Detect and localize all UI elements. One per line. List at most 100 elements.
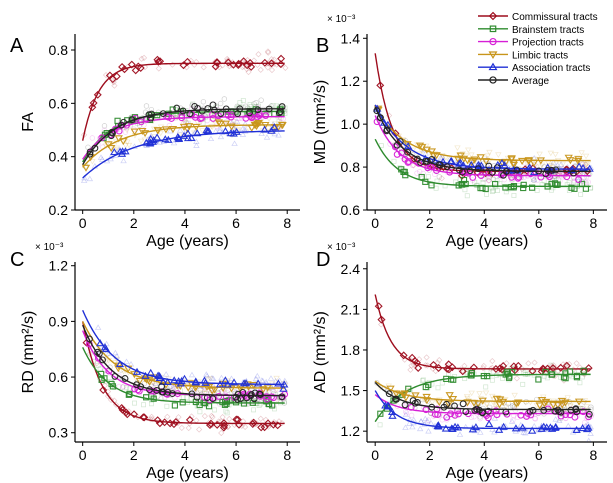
faint-point	[559, 161, 567, 168]
faint-point	[189, 395, 194, 401]
data-point	[481, 169, 490, 178]
faint-point	[253, 99, 259, 106]
data-point	[278, 393, 286, 401]
faint-point	[432, 367, 439, 375]
faint-point	[239, 115, 246, 122]
faint-point	[223, 408, 229, 414]
fit-curve	[82, 347, 285, 404]
data-point	[456, 152, 465, 160]
faint-point	[471, 427, 479, 434]
legend-marker	[488, 51, 498, 59]
data-point	[277, 54, 286, 63]
data-point	[205, 403, 213, 410]
data-point	[229, 378, 239, 386]
data-point	[176, 379, 186, 387]
faint-point	[193, 417, 200, 424]
faint-point	[209, 414, 216, 421]
legend-marker	[488, 11, 498, 21]
faint-point	[573, 360, 580, 367]
faint-point	[425, 174, 431, 180]
y-axis-label: FA	[20, 112, 37, 132]
legend-label: Brainstem tracts	[512, 25, 584, 36]
faint-point	[538, 162, 546, 169]
fit-curve	[82, 309, 285, 386]
faint-point	[496, 371, 502, 377]
faint-point	[247, 102, 253, 107]
faint-point	[429, 399, 436, 406]
faint-point	[164, 403, 170, 409]
data-point	[467, 160, 476, 168]
faint-point	[511, 193, 517, 198]
faint-point	[178, 424, 185, 432]
faint-point	[585, 179, 591, 185]
faint-point	[579, 405, 586, 412]
series-commissural-tracts	[374, 294, 593, 376]
data-point	[227, 123, 236, 131]
data-point	[552, 166, 560, 174]
faint-point	[245, 68, 252, 76]
data-point	[572, 425, 581, 433]
data-point	[526, 407, 534, 415]
faint-point	[247, 383, 255, 390]
data-point	[260, 58, 269, 67]
faint-point	[216, 125, 224, 131]
faint-point	[541, 178, 547, 184]
faint-point	[477, 415, 483, 422]
data-point	[544, 166, 551, 174]
faint-point	[511, 392, 518, 399]
faint-point	[221, 96, 228, 102]
x-tick-label: 2	[426, 447, 434, 463]
data-point	[219, 398, 226, 406]
faint-point	[456, 404, 462, 410]
data-point	[376, 81, 385, 90]
faint-point	[124, 385, 130, 391]
scale-note: × 10⁻³	[327, 14, 356, 25]
x-tick-label: 4	[480, 215, 488, 231]
faint-point	[176, 127, 184, 133]
data-point	[377, 114, 384, 122]
faint-point	[156, 139, 163, 145]
faint-point	[482, 390, 490, 397]
faint-point	[209, 124, 216, 131]
faint-point	[429, 365, 437, 372]
faint-point	[218, 429, 225, 437]
faint-point	[494, 178, 500, 184]
data-point	[249, 418, 258, 427]
faint-point	[464, 395, 471, 402]
faint-point	[255, 51, 262, 58]
data-point	[448, 363, 457, 372]
data-point	[253, 379, 263, 387]
faint-point	[224, 55, 231, 63]
data-point	[227, 385, 236, 393]
data-point	[584, 364, 593, 373]
faint-point	[233, 118, 241, 124]
faint-point	[193, 142, 200, 148]
faint-point	[500, 375, 505, 381]
data-point	[529, 184, 536, 191]
faint-point	[433, 185, 439, 191]
data-point	[108, 75, 117, 84]
faint-point	[86, 350, 93, 357]
data-point	[267, 59, 276, 68]
faint-point	[169, 61, 176, 68]
faint-point	[520, 429, 527, 435]
faint-point	[272, 378, 279, 384]
faint-point	[125, 142, 133, 149]
faint-point	[484, 153, 491, 159]
legend-label: Commissural tracts	[512, 12, 598, 23]
series-limbic-tracts	[81, 119, 287, 172]
faint-point	[258, 377, 266, 383]
faint-point	[508, 418, 516, 424]
faint-point	[259, 377, 267, 384]
faint-point	[483, 401, 491, 408]
legend-label: Association tracts	[512, 63, 590, 74]
data-point	[171, 402, 179, 409]
fit-curve	[81, 321, 285, 425]
faint-point	[132, 400, 137, 406]
data-point	[509, 161, 519, 169]
data-point	[263, 395, 271, 403]
faint-point	[243, 377, 250, 384]
faint-point	[556, 417, 563, 423]
data-point	[422, 406, 430, 414]
data-point	[139, 413, 148, 422]
